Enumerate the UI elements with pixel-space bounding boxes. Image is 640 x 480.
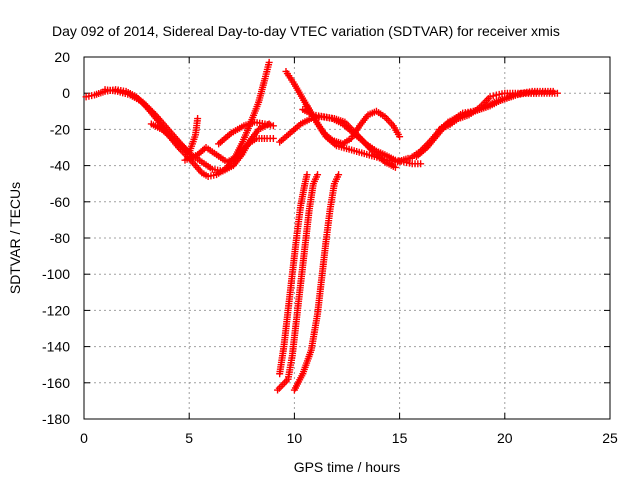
data-point-marker [269,122,277,130]
y-tick-label: -120 [42,302,70,318]
x-axis-label: GPS time / hours [294,459,401,475]
x-tick-label: 10 [287,430,303,446]
y-tick-label: -20 [50,121,70,137]
data-point-marker [148,108,156,116]
x-tick-label: 20 [497,430,513,446]
x-tick-label: 5 [185,430,193,446]
series-track-n [412,87,557,161]
data-point-marker [142,101,150,109]
x-tick-labels: 0 5 10 15 20 25 [80,430,618,446]
data-point-marker [303,171,311,179]
data-point-marker [150,109,158,117]
series-track-i [303,102,404,148]
y-tick-label: -160 [42,375,70,391]
data-point-marker [145,105,153,113]
y-tick-label: -100 [42,266,70,282]
grid [84,57,610,419]
axis-ticks [83,56,611,420]
series-track-a [82,58,273,180]
data-point-marker [532,89,540,97]
y-tick-label: -40 [50,158,70,174]
series-track-c [147,115,202,157]
y-tick-label: -60 [50,194,70,210]
data-point-marker [147,106,155,114]
data-point-marker [265,58,273,66]
data-point-marker [194,115,202,123]
plot-frame [83,56,611,420]
series-track-d [181,134,277,166]
series-track-k [276,171,311,378]
series-track-e [215,118,277,148]
y-axis-label: SDTVAR / TECUs [7,182,23,294]
x-tick-label: 0 [80,430,88,446]
data-points [82,58,561,394]
data-point-marker [396,133,404,141]
data-point-marker [140,100,148,108]
data-point-marker [314,171,322,179]
series-track-f [282,67,412,166]
data-point-marker [391,163,399,171]
series-track-j [274,171,322,394]
data-point-marker [489,92,497,100]
x-tick-label: 25 [602,430,618,446]
data-point-marker [553,89,561,97]
series-track-o [436,89,540,133]
y-tick-label: -180 [42,411,70,427]
y-tick-label: -140 [42,339,70,355]
y-tick-label: -80 [50,230,70,246]
y-tick-label: 20 [54,49,70,65]
y-tick-labels: 20 0 -20 -40 -60 -80 -100 -120 -140 -160 -180 [42,49,70,427]
chart-title: Day 092 of 2014, Sidereal Day-to-day VTE… [52,23,560,39]
data-point-marker [144,103,152,111]
data-point-marker [269,134,277,142]
data-point-marker [486,93,494,101]
data-point-marker [549,87,557,95]
data-point-marker [335,171,343,179]
y-tick-label: 0 [62,85,70,101]
data-point-marker [139,98,147,106]
x-tick-label: 15 [392,430,408,446]
data-point-marker [417,160,425,168]
series-track-l [290,171,343,394]
